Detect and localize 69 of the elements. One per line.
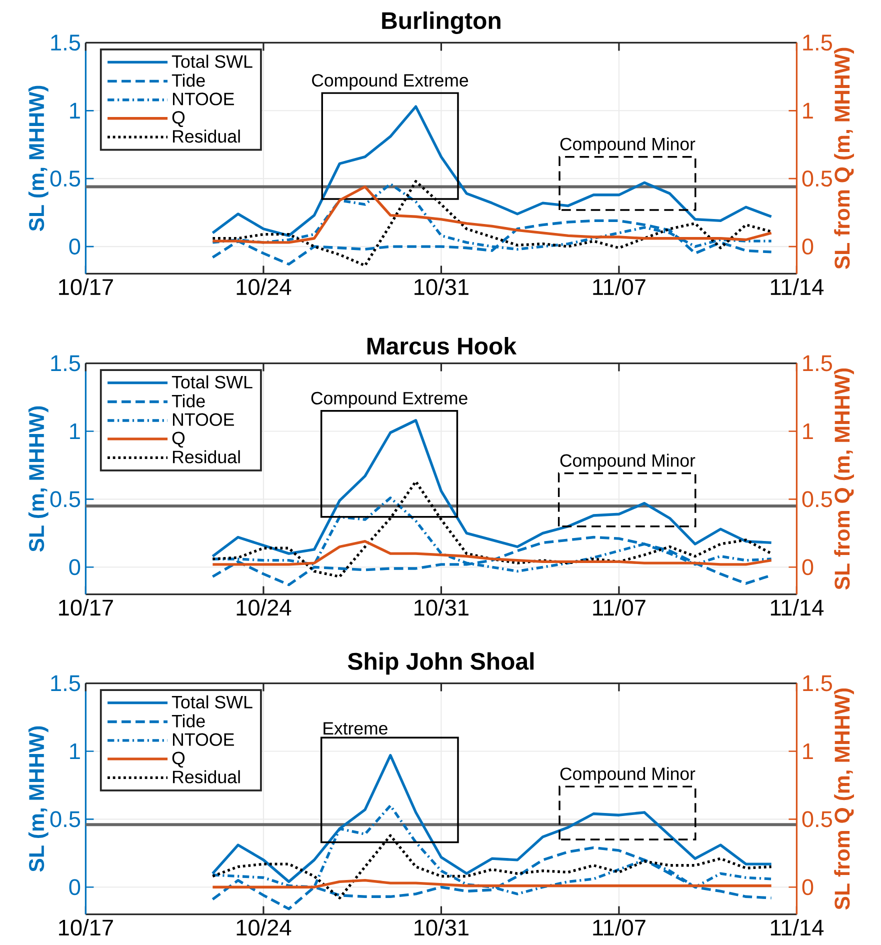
y2-tick-label: 0.5	[802, 491, 832, 508]
legend-label: Tide	[172, 394, 205, 408]
annotation: Extreme	[324, 722, 388, 735]
annotation: Compound Extreme	[311, 391, 468, 408]
y2-tick-label: 0.5	[802, 170, 832, 187]
y2-tick-label: 0.5	[802, 811, 832, 828]
y2-tick-label: 1	[803, 743, 813, 760]
y2-axis-title: SL from Q (m, MHHW)	[834, 48, 854, 269]
y2-tick-label: 1.5	[803, 675, 832, 692]
legend-label: Tide	[172, 74, 205, 87]
x-tick-label: 11/14	[770, 919, 824, 936]
x-tick-label: 11/14	[770, 278, 824, 296]
y2-tick-label: 1.5	[803, 355, 832, 372]
legend-label: NTOOE	[172, 413, 234, 426]
x-tick-label: 10/17	[59, 919, 113, 936]
legend-label: Residual	[172, 770, 240, 784]
x-tick-label: 10/24	[236, 278, 292, 296]
x-tick-label: 10/24	[236, 599, 292, 616]
y-tick-label: 0	[69, 559, 80, 576]
x-tick-label: 10/17	[59, 278, 113, 296]
chart-title: Burlington	[382, 12, 500, 34]
y-tick-label: 1.5	[51, 355, 80, 372]
x-tick-label: 10/31	[414, 278, 468, 296]
y-tick-label: 1.5	[51, 34, 80, 51]
y-tick-label: 0.5	[50, 170, 80, 187]
legend-label: Q	[172, 432, 185, 448]
y2-tick-label: 1	[803, 423, 813, 440]
annotation: Compound Minor	[560, 137, 696, 154]
x-tick-label: 10/31	[414, 919, 468, 936]
legend-label: NTOOE	[172, 733, 234, 746]
y2-axis-title: SL from Q (m, MHHW)	[834, 368, 854, 590]
legend-label: Total SWL	[172, 54, 252, 68]
x-tick-label: 11/07	[593, 278, 646, 296]
legend-label: Tide	[172, 714, 205, 728]
y-tick-label: 0	[69, 879, 80, 896]
y2-axis-title: SL from Q (m, MHHW)	[834, 688, 854, 910]
y2-tick-label: 1.5	[803, 34, 832, 51]
y-tick-label: 1	[70, 743, 80, 760]
y-tick-label: 0.5	[50, 811, 80, 828]
x-tick-label: 10/31	[414, 599, 468, 616]
annotation: Compound Extreme	[312, 74, 468, 90]
y-axis-title: SL (m, MHHW)	[28, 726, 48, 872]
y2-tick-label: 0	[802, 238, 814, 255]
x-tick-label: 11/07	[593, 599, 646, 616]
legend-label: NTOOE	[172, 92, 234, 106]
annotation: Compound Minor	[560, 454, 696, 470]
legend-label: Residual	[172, 450, 240, 464]
y2-tick-label: 0	[802, 879, 814, 896]
legend-label: Q	[172, 111, 185, 127]
chart-title: Marcus Hook	[367, 336, 517, 355]
y-tick-label: 0.5	[50, 491, 80, 508]
legend-label: Total SWL	[172, 375, 252, 388]
legend-label: Q	[172, 752, 185, 768]
chart-title: Ship John Shoal	[348, 652, 534, 675]
y2-tick-label: 0	[802, 559, 814, 576]
y-tick-label: 1.5	[51, 675, 80, 692]
y2-tick-label: 1	[803, 102, 813, 118]
y-tick-label: 1	[70, 423, 80, 440]
y-tick-label: 0	[69, 238, 80, 255]
x-tick-label: 11/14	[770, 599, 824, 616]
y-axis-title: SL (m, MHHW)	[28, 406, 48, 552]
legend-label: Residual	[172, 130, 240, 143]
legend-label: Total SWL	[172, 695, 252, 708]
x-tick-label: 10/24	[236, 919, 292, 936]
y-tick-label: 1	[70, 102, 80, 118]
x-tick-label: 10/17	[59, 599, 113, 616]
x-tick-label: 11/07	[593, 919, 646, 936]
y-axis-title: SL (m, MHHW)	[28, 86, 48, 232]
annotation: Compound Minor	[560, 767, 696, 784]
